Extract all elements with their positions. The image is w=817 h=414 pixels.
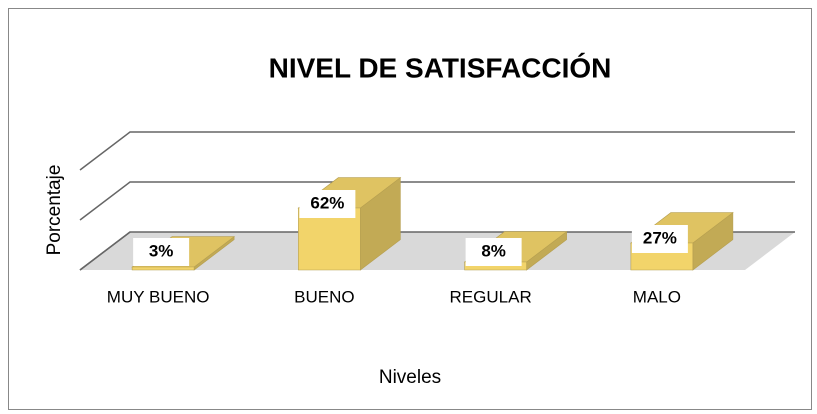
grid-line — [79, 181, 795, 221]
grid-line — [79, 131, 795, 171]
x-tick-label: MUY BUENO — [107, 287, 210, 306]
x-tick-label: MALO — [633, 287, 681, 306]
bar-front — [131, 266, 195, 271]
chart-frame — [8, 8, 812, 410]
data-label-box — [465, 238, 522, 266]
x-tick-label: BUENO — [294, 287, 354, 306]
data-label-box — [631, 225, 688, 253]
x-axis-label: Niveles — [379, 367, 441, 388]
y-axis-label: Porcentaje — [44, 165, 65, 256]
axis-edge — [79, 231, 131, 271]
data-label-box — [299, 190, 356, 218]
floor — [80, 232, 795, 270]
data-label: 3% — [149, 241, 174, 260]
data-label: 8% — [481, 241, 506, 260]
chart-title: NIVEL DE SATISFACCIÓN — [269, 52, 612, 83]
data-label-box — [133, 238, 190, 266]
data-label: 62% — [310, 193, 344, 212]
x-tick-label: REGULAR — [450, 287, 532, 306]
data-label: 27% — [643, 228, 677, 247]
